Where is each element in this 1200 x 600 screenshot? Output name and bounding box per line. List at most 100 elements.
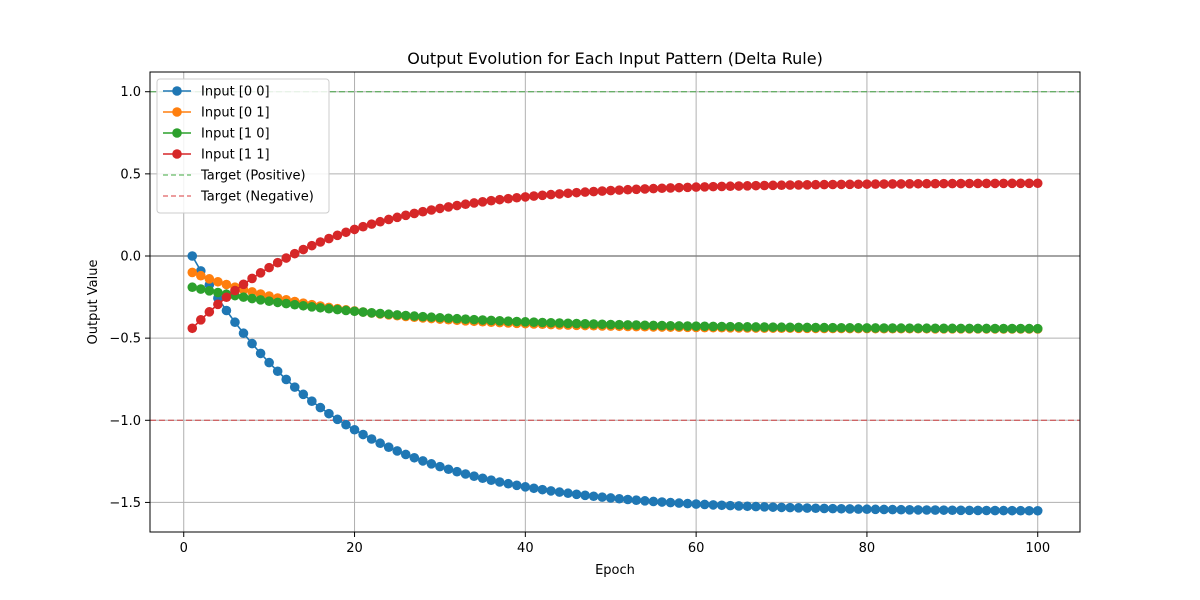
data-point [716, 500, 727, 511]
data-point [640, 320, 650, 331]
data-point [845, 504, 855, 514]
data-point [1032, 178, 1043, 189]
y-tick-label: 0.0 [120, 250, 141, 265]
data-point [930, 323, 941, 334]
data-point [204, 307, 215, 317]
data-point [879, 504, 889, 515]
data-point [725, 500, 736, 511]
data-point [836, 322, 847, 333]
data-point [913, 323, 923, 333]
plot-frame [149, 71, 1081, 533]
legend-item: Input [1 0] [163, 127, 270, 142]
data-point [307, 396, 317, 406]
data-point [247, 287, 257, 297]
x-tick-label: 20 [346, 541, 363, 556]
data-point [537, 484, 548, 495]
x-tick-label: 100 [1025, 541, 1050, 556]
series-line [191, 271, 1038, 330]
data-point [716, 181, 727, 192]
legend-label: Input [1 0] [201, 127, 270, 142]
data-point [324, 303, 334, 314]
data-point [315, 402, 326, 413]
data-point [537, 190, 548, 201]
data-point [734, 321, 744, 332]
data-point [793, 180, 804, 190]
data-point [699, 321, 710, 332]
data-point [477, 197, 488, 207]
data-point [725, 181, 736, 192]
data-point [947, 505, 958, 516]
data-point [264, 357, 274, 368]
data-point [836, 503, 847, 514]
data-point [307, 240, 317, 251]
data-point [810, 503, 821, 514]
data-point [409, 311, 420, 321]
data-point [383, 214, 394, 225]
data-point [1007, 505, 1017, 516]
data-point [546, 189, 556, 200]
data-point [435, 203, 445, 214]
data-point [674, 182, 684, 193]
data-point [921, 505, 932, 515]
data-point [870, 504, 881, 515]
data-point [1024, 505, 1034, 516]
data-point [469, 314, 479, 325]
data-point [315, 237, 326, 247]
data-point [1015, 323, 1026, 334]
data-point [742, 181, 753, 191]
data-point [879, 179, 889, 189]
data-point [554, 189, 565, 199]
data-point [187, 282, 198, 293]
data-point [998, 323, 1009, 334]
data-point [1032, 505, 1043, 516]
data-point [392, 446, 403, 456]
data-point [187, 267, 198, 278]
data-point [341, 227, 351, 238]
legend-label: Target (Negative) [200, 190, 314, 205]
data-point [477, 315, 488, 325]
data-point [187, 251, 198, 261]
data-point [477, 473, 488, 484]
data-point [307, 302, 317, 312]
data-point [623, 320, 633, 330]
data-point [845, 179, 855, 190]
data-point [221, 279, 232, 290]
data-point [981, 505, 992, 516]
data-point [870, 179, 881, 189]
data-point [255, 295, 266, 305]
data-point [494, 316, 505, 326]
data-point [827, 179, 838, 190]
legend-marker [172, 128, 182, 138]
data-point [1024, 323, 1034, 334]
data-point [793, 503, 804, 513]
data-point [392, 212, 403, 223]
data-point [443, 313, 454, 324]
data-point [708, 181, 719, 192]
data-point [529, 483, 539, 494]
data-point [716, 321, 727, 332]
data-point [537, 317, 548, 328]
data-point [708, 500, 719, 510]
data-point [452, 466, 462, 477]
data-point [546, 486, 556, 496]
data-point [597, 319, 607, 330]
data-point [196, 284, 206, 294]
data-point [964, 323, 975, 334]
legend-label: Input [0 1] [201, 106, 270, 121]
data-point [862, 323, 872, 333]
data-point [751, 180, 761, 191]
data-point [990, 323, 1000, 334]
data-point [469, 471, 479, 481]
data-point [435, 461, 445, 472]
data-point [605, 319, 616, 330]
data-point [1024, 178, 1034, 189]
data-point [230, 317, 240, 328]
data-point [819, 179, 830, 190]
data-point [460, 199, 471, 210]
data-point [383, 442, 394, 452]
legend-box [156, 78, 330, 214]
data-point [605, 185, 616, 196]
data-point [520, 317, 531, 327]
data-point [196, 315, 206, 325]
data-point [443, 202, 454, 212]
